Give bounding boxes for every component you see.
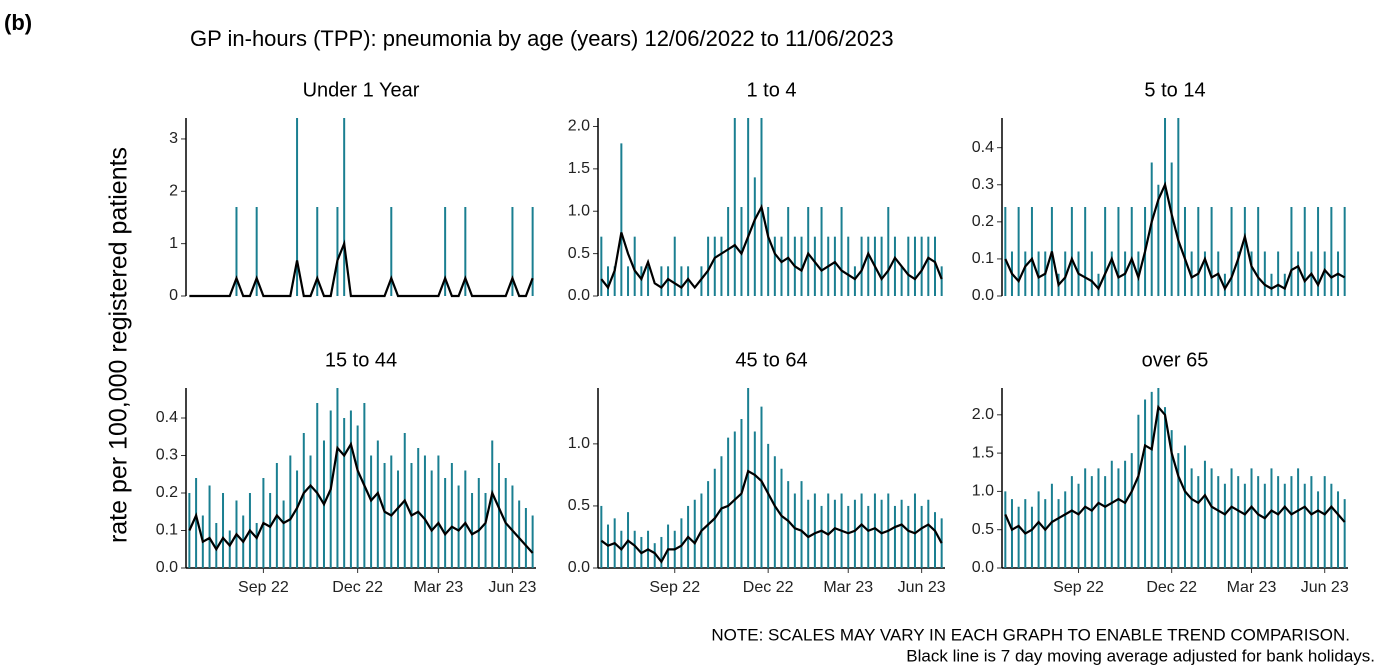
moving-average-line — [600, 469, 943, 564]
y-axis-label: rate per 100,000 registered patients — [105, 147, 133, 543]
y-tick-label: 1.0 — [972, 483, 994, 500]
y-tick-label: 1.0 — [568, 435, 590, 452]
moving-average-line — [1004, 404, 1346, 535]
x-tick-label: Sep 22 — [1053, 579, 1104, 596]
x-tick-label: Mar 23 — [414, 579, 464, 596]
panel-title: 15 to 44 — [325, 349, 397, 371]
x-tick-label: Dec 22 — [743, 579, 794, 596]
moving-average-line — [600, 203, 943, 290]
y-tick-label: 1.5 — [568, 160, 590, 177]
y-tick-label: 1 — [169, 235, 178, 252]
panel-title: 1 to 4 — [746, 79, 796, 101]
x-tick-label: Dec 22 — [1146, 579, 1197, 596]
y-tick-label: 0.2 — [972, 213, 994, 230]
moving-average-line — [1004, 181, 1346, 291]
x-tick-label: Sep 22 — [238, 579, 289, 596]
panel-title: 45 to 64 — [735, 349, 807, 371]
y-tick-label: 0.0 — [568, 287, 590, 304]
chart-title: GP in-hours (TPP): pneumonia by age (yea… — [190, 26, 894, 51]
x-tick-label: Dec 22 — [332, 579, 383, 596]
y-tick-label: 0.5 — [568, 497, 590, 514]
x-tick-label: Mar 23 — [823, 579, 873, 596]
y-tick-label: 0.5 — [568, 245, 590, 262]
x-tick-label: Jun 23 — [488, 579, 536, 596]
y-tick-label: 0 — [169, 287, 178, 304]
y-tick-label: 0.2 — [156, 484, 178, 501]
x-tick-label: Jun 23 — [898, 579, 946, 596]
y-tick-label: 0.4 — [156, 409, 178, 426]
y-tick-label: 3 — [169, 130, 178, 147]
x-tick-label: Sep 22 — [649, 579, 700, 596]
y-tick-label: 0.1 — [972, 250, 994, 267]
y-tick-label: 0.5 — [972, 521, 994, 538]
y-tick-label: 0.0 — [972, 559, 994, 576]
panel-label: (b) — [4, 10, 32, 35]
y-tick-label: 0.0 — [972, 287, 994, 304]
y-tick-label: 0.3 — [972, 176, 994, 193]
y-tick-label: 2 — [169, 183, 178, 200]
y-tick-label: 2.0 — [568, 118, 590, 135]
moving-average-line — [189, 239, 534, 298]
y-tick-label: 0.0 — [156, 559, 178, 576]
note: Black line is 7 day moving average adjus… — [906, 646, 1375, 665]
y-tick-label: 0.3 — [156, 447, 178, 464]
y-tick-label: 0.0 — [568, 559, 590, 576]
x-tick-label: Jun 23 — [1301, 579, 1349, 596]
y-tick-label: 0.1 — [156, 522, 178, 539]
note: NOTE: SCALES MAY VARY IN EACH GRAPH TO E… — [711, 625, 1350, 644]
x-tick-label: Mar 23 — [1227, 579, 1277, 596]
y-tick-label: 1.5 — [972, 444, 994, 461]
panel-title: 5 to 14 — [1144, 79, 1205, 101]
y-tick-label: 0.4 — [972, 139, 994, 156]
moving-average-line — [188, 441, 534, 554]
panel-title: over 65 — [1142, 349, 1209, 371]
y-tick-label: 2.0 — [972, 406, 994, 423]
panel-title: Under 1 Year — [303, 79, 420, 101]
y-tick-label: 1.0 — [568, 202, 590, 219]
